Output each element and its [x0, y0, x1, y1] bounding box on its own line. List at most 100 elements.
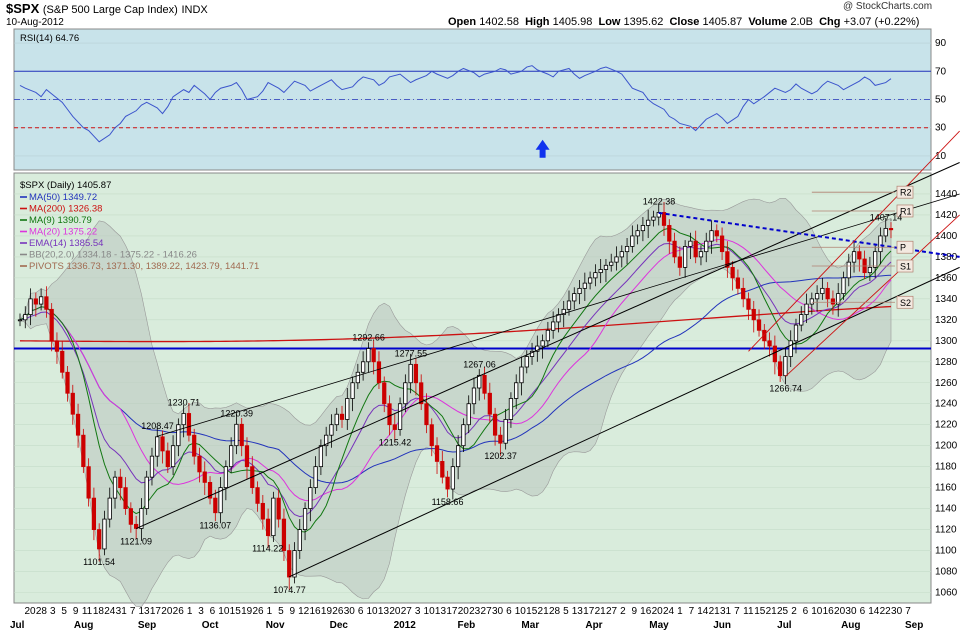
price-tick-label: 1060: [935, 588, 958, 599]
candle-body: [566, 300, 572, 310]
candle-body: [292, 550, 297, 578]
candle-body: [577, 287, 582, 295]
high-label: High: [525, 16, 550, 28]
x-tick-label: 15: [526, 606, 538, 617]
candle-body: [28, 298, 33, 315]
price-annotation: 1267.06: [463, 359, 496, 369]
x-tick-label: 19: [241, 606, 253, 617]
candle-body: [408, 363, 413, 384]
candle-body: [397, 403, 403, 430]
ma50-line: [19, 274, 892, 484]
x-tick-label: 16: [640, 606, 652, 617]
candle-body: [825, 287, 830, 300]
x-tick-label: 20: [161, 606, 173, 617]
legend-entry: MA(9) 1390.79: [29, 215, 92, 226]
x-tick-label: 20: [652, 606, 664, 617]
candle-body: [508, 398, 514, 420]
candle-body: [656, 212, 661, 218]
price-tick-label: 1440: [935, 189, 958, 200]
candle-body: [529, 350, 535, 357]
candle-body: [181, 413, 186, 426]
x-tick-label: 27: [606, 606, 618, 617]
candle-body: [207, 481, 213, 499]
candle-body: [514, 382, 519, 399]
candle-body: [44, 296, 49, 310]
candle-body: [725, 251, 730, 268]
legend-entry: PIVOTS 1336.73, 1371.30, 1389.22, 1423.7…: [29, 261, 259, 272]
candle-body: [582, 282, 587, 289]
x-tick-label: 2: [620, 606, 626, 617]
candle-body: [350, 382, 355, 399]
x-month-label: Jul: [10, 620, 25, 631]
ohlc-readout: Open 1402.58 High 1405.98 Low 1395.62 Cl…: [448, 16, 919, 28]
red-channel-upper: [748, 130, 960, 352]
candle-body: [867, 266, 873, 274]
candle-body: [440, 461, 445, 478]
candle-body: [498, 434, 503, 444]
candle-body: [603, 264, 609, 270]
candle-body: [556, 314, 561, 323]
candle-body: [38, 296, 44, 305]
candle-body: [545, 329, 550, 342]
close-label: Close: [669, 16, 700, 28]
x-tick-label: 5: [563, 606, 569, 617]
price-tick-label: 1160: [935, 483, 957, 494]
candle-body: [213, 497, 218, 514]
rsi-tick-label: 50: [935, 95, 947, 106]
x-tick-label: 3: [415, 606, 421, 617]
price-tick-label: 1220: [935, 420, 958, 431]
price-tick-label: 1300: [935, 336, 958, 347]
watermark: @ StockCharts.com: [843, 1, 933, 12]
candle-body: [429, 424, 434, 447]
x-tick-label: 1: [187, 606, 193, 617]
candle-body: [413, 363, 419, 384]
price-tick-label: 1420: [935, 210, 958, 221]
x-tick-label: 3: [198, 606, 204, 617]
candle-body: [456, 445, 461, 468]
candle-body: [846, 261, 851, 279]
x-month-label: Mar: [521, 620, 539, 631]
candle-body: [609, 261, 614, 266]
x-tick-label: 28: [549, 606, 561, 617]
candle-body: [751, 308, 756, 321]
x-tick-label: 13: [378, 606, 390, 617]
candle-body: [719, 235, 725, 253]
candle-body: [778, 361, 783, 377]
candle-body: [202, 471, 207, 483]
exchange: INDX: [181, 4, 208, 16]
candle-body: [54, 340, 60, 352]
candle-body: [149, 455, 155, 478]
rsi-tick-label: 90: [935, 38, 947, 49]
x-tick-label: 10: [424, 606, 436, 617]
candle-body: [772, 345, 777, 363]
candle-body: [661, 212, 667, 226]
x-tick-label: 22: [880, 606, 892, 617]
x-tick-label: 5: [61, 606, 67, 617]
candle-body: [186, 413, 192, 436]
x-tick-label: 15: [230, 606, 242, 617]
candle-body: [155, 436, 160, 457]
candle-body: [81, 434, 86, 468]
candle-body: [466, 403, 471, 426]
chg-label: Chg: [819, 16, 841, 28]
candle-body: [741, 287, 746, 300]
candle-body: [324, 434, 329, 447]
x-tick-label: 2: [791, 606, 797, 617]
pivot-label: R2: [900, 188, 912, 198]
candle-body: [519, 366, 524, 384]
price-tick-label: 1360: [935, 273, 958, 284]
low-value: 1395.62: [623, 16, 664, 28]
price-tick-label: 1180: [935, 462, 957, 473]
x-tick-label: 14: [868, 606, 880, 617]
candle-body: [65, 371, 70, 394]
candle-body: [857, 251, 862, 260]
x-tick-label: 27: [481, 606, 493, 617]
candle-body: [888, 228, 894, 231]
x-month-label: 2012: [394, 620, 417, 631]
open-value: 1402.58: [479, 16, 519, 28]
candle-body: [123, 487, 128, 510]
x-tick-label: 24: [663, 606, 675, 617]
chart-date: 10-Aug-2012: [6, 17, 64, 28]
x-tick-label: 6: [506, 606, 512, 617]
x-tick-label: 16: [310, 606, 322, 617]
